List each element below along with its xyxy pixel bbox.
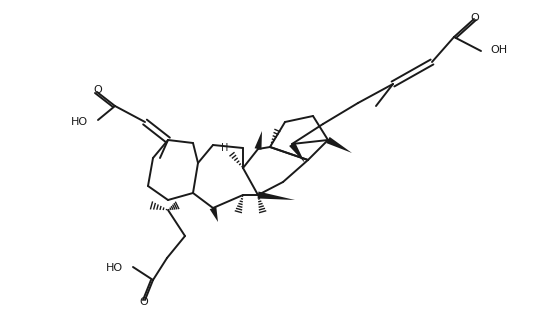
Text: O: O [471,13,480,23]
Text: OH: OH [490,45,507,55]
Text: O: O [140,297,149,307]
Text: H: H [221,143,229,153]
Polygon shape [255,131,262,150]
Text: HO: HO [106,263,123,273]
Polygon shape [289,142,305,163]
Text: O: O [94,85,102,95]
Polygon shape [326,137,352,153]
Polygon shape [210,207,218,222]
Polygon shape [258,191,295,200]
Text: HO: HO [71,117,88,127]
